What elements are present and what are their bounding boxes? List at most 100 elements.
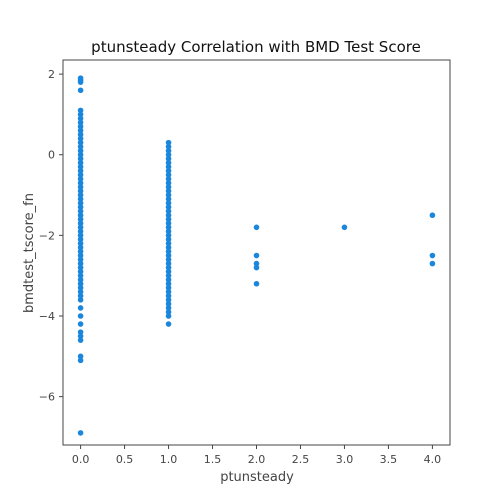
- data-point: [77, 337, 84, 343]
- x-axis-label: ptunsteady: [220, 470, 294, 485]
- y-tick-label: −2: [39, 229, 55, 242]
- y-tick-label: 2: [48, 68, 55, 81]
- data-point: [165, 216, 172, 223]
- data-point: [165, 184, 172, 190]
- data-point: [77, 111, 84, 118]
- data-point: [165, 284, 172, 291]
- data-point: [77, 208, 84, 214]
- data-point: [165, 272, 172, 279]
- data-point: [77, 155, 84, 162]
- data-point: [253, 260, 260, 267]
- data-point: [77, 87, 84, 94]
- data-point: [165, 208, 172, 214]
- data-point: [77, 115, 84, 122]
- plot-frame: [62, 59, 451, 446]
- data-point: [165, 301, 172, 307]
- data-point: [77, 244, 84, 251]
- x-tick-label: 0.5: [116, 453, 134, 466]
- data-point: [77, 107, 84, 114]
- data-point: [165, 151, 172, 158]
- data-point: [77, 256, 84, 263]
- data-point: [77, 200, 84, 206]
- data-point: [77, 280, 84, 287]
- data-point: [77, 212, 84, 219]
- x-axis: 0.0 0.5 1.0 1.5 2.0 2.5 3.0 3.5 4.0: [72, 445, 441, 466]
- data-point: [165, 240, 172, 247]
- data-point: [77, 297, 84, 303]
- x-tick-label: 2.0: [248, 453, 266, 466]
- data-point: [165, 204, 172, 210]
- data-point: [77, 333, 84, 339]
- data-point: [77, 232, 84, 239]
- data-point: [165, 297, 172, 303]
- data-point: [165, 176, 172, 182]
- data-point: [165, 168, 172, 174]
- data-point: [165, 212, 172, 219]
- data-point: [165, 224, 172, 231]
- data-point: [253, 280, 260, 287]
- data-point: [77, 204, 84, 210]
- data-point: [165, 260, 172, 267]
- data-point: [77, 305, 84, 311]
- x-tick-label: 1.0: [160, 453, 178, 466]
- data-point: [165, 188, 172, 194]
- data-point: [77, 284, 84, 291]
- data-point: [77, 79, 84, 85]
- data-point: [77, 196, 84, 202]
- data-point: [165, 313, 172, 319]
- data-point: [165, 309, 172, 315]
- data-point: [77, 139, 84, 146]
- y-tick-label: 0: [48, 149, 55, 162]
- data-point: [77, 160, 84, 166]
- data-point: [77, 151, 84, 158]
- data-point: [429, 212, 436, 219]
- data-point: [165, 143, 172, 150]
- data-point: [77, 268, 84, 275]
- data-point: [165, 276, 172, 283]
- data-point: [77, 260, 84, 267]
- data-point: [165, 305, 172, 311]
- data-point: [77, 430, 84, 436]
- data-point: [77, 313, 84, 319]
- x-tick-label: 4.0: [424, 453, 442, 466]
- data-point: [253, 224, 260, 231]
- data-point: [165, 232, 172, 239]
- data-point: [77, 168, 84, 174]
- data-point: [165, 289, 172, 295]
- data-point: [77, 240, 84, 247]
- data-point: [165, 280, 172, 287]
- y-tick-label: −6: [39, 391, 55, 404]
- data-point: [77, 172, 84, 178]
- data-point: [77, 131, 84, 138]
- x-tick-label: 1.5: [204, 453, 222, 466]
- data-point: [253, 264, 260, 271]
- data-point: [165, 293, 172, 299]
- data-point: [77, 147, 84, 154]
- data-point: [77, 216, 84, 223]
- x-tick-label: 2.5: [292, 453, 310, 466]
- data-point: [77, 220, 84, 227]
- data-point: [165, 268, 172, 275]
- data-point: [77, 293, 84, 299]
- x-tick-label: 0.0: [72, 453, 90, 466]
- data-point: [341, 224, 348, 231]
- plot-area: [77, 75, 436, 436]
- data-point: [429, 260, 436, 267]
- data-point: [165, 256, 172, 263]
- x-tick-label: 3.5: [380, 453, 398, 466]
- data-point: [165, 264, 172, 271]
- data-point: [77, 272, 84, 279]
- data-point: [77, 321, 84, 327]
- data-point: [77, 248, 84, 255]
- data-point: [77, 357, 84, 364]
- data-point: [165, 172, 172, 178]
- data-point: [429, 252, 436, 259]
- y-axis-label: bmdtest_tscore_fn: [22, 193, 37, 313]
- data-point: [165, 164, 172, 170]
- data-point: [165, 220, 172, 227]
- data-point: [77, 184, 84, 190]
- data-point: [77, 127, 84, 134]
- data-point: [165, 147, 172, 154]
- data-point: [77, 289, 84, 295]
